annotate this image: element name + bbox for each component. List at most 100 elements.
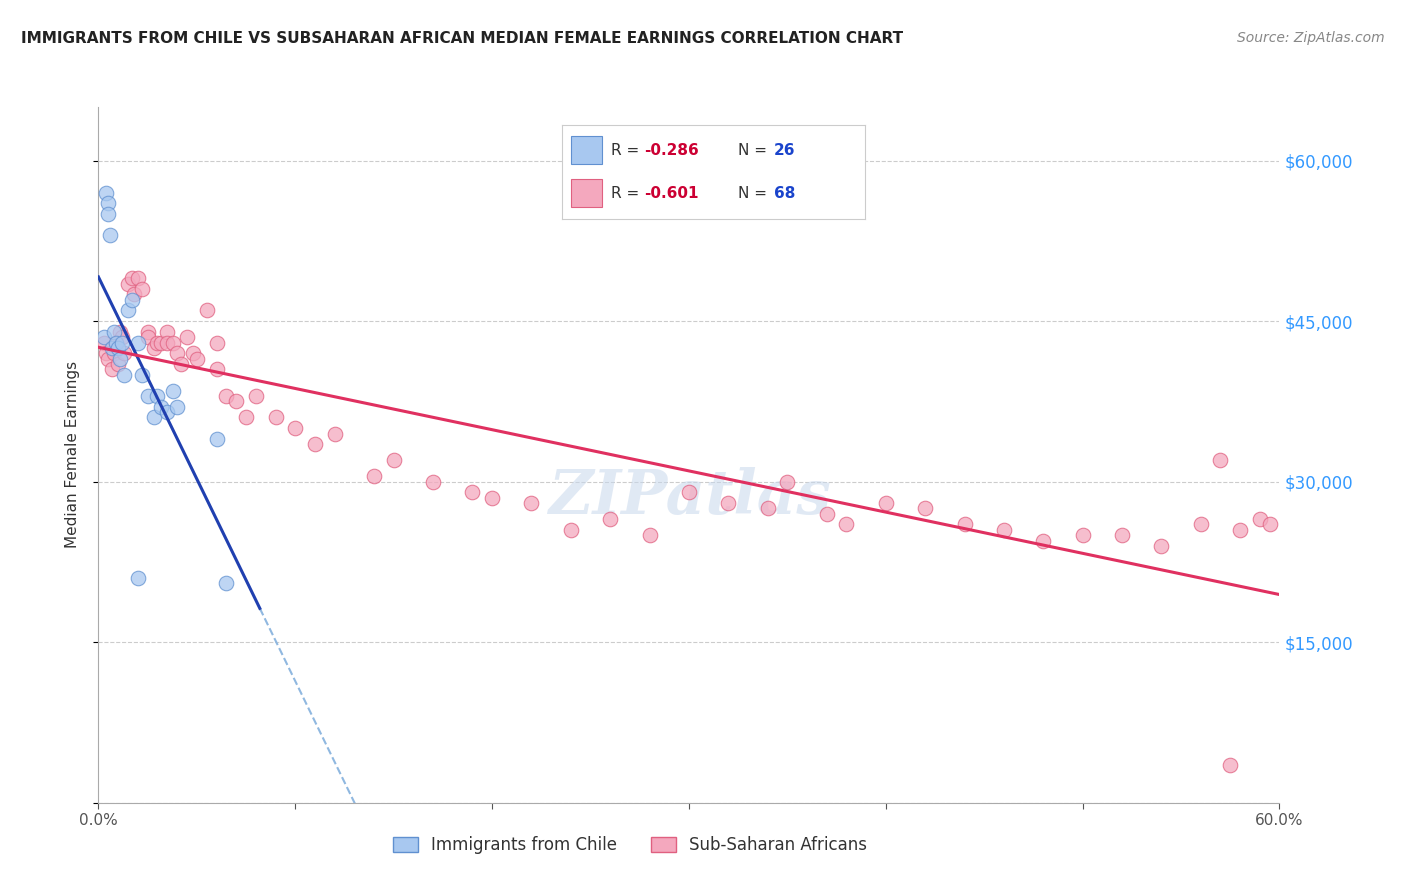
Point bbox=[264, 410, 287, 425]
Point bbox=[108, 325, 131, 339]
Point bbox=[105, 335, 128, 350]
Point bbox=[678, 485, 700, 500]
Point bbox=[382, 453, 405, 467]
Point bbox=[1229, 523, 1251, 537]
Point bbox=[1209, 453, 1232, 467]
Point bbox=[422, 475, 444, 489]
Text: IMMIGRANTS FROM CHILE VS SUBSAHARAN AFRICAN MEDIAN FEMALE EARNINGS CORRELATION C: IMMIGRANTS FROM CHILE VS SUBSAHARAN AFRI… bbox=[21, 31, 903, 46]
Point bbox=[815, 507, 838, 521]
Text: R =: R = bbox=[610, 143, 644, 158]
Point bbox=[776, 475, 799, 489]
Point bbox=[146, 335, 169, 350]
Point bbox=[215, 389, 238, 403]
Point bbox=[121, 271, 143, 285]
Point bbox=[717, 496, 740, 510]
Point bbox=[1249, 512, 1271, 526]
Point bbox=[131, 368, 153, 382]
Point bbox=[108, 351, 131, 366]
Point bbox=[195, 303, 218, 318]
Text: N =: N = bbox=[738, 143, 772, 158]
Point bbox=[127, 571, 149, 585]
Text: -0.286: -0.286 bbox=[644, 143, 699, 158]
Point bbox=[205, 362, 228, 376]
Point bbox=[1111, 528, 1133, 542]
Text: Source: ZipAtlas.com: Source: ZipAtlas.com bbox=[1237, 31, 1385, 45]
Text: R =: R = bbox=[610, 186, 644, 201]
Point bbox=[1189, 517, 1212, 532]
Point bbox=[122, 287, 145, 301]
Point bbox=[156, 325, 179, 339]
Point bbox=[914, 501, 936, 516]
Point bbox=[461, 485, 484, 500]
Point bbox=[245, 389, 267, 403]
Point bbox=[142, 410, 165, 425]
Text: N =: N = bbox=[738, 186, 772, 201]
Point bbox=[131, 282, 153, 296]
Point bbox=[162, 335, 184, 350]
Legend: Immigrants from Chile, Sub-Saharan Africans: Immigrants from Chile, Sub-Saharan Afric… bbox=[387, 830, 873, 861]
Point bbox=[205, 432, 228, 446]
Point bbox=[117, 303, 139, 318]
Text: 26: 26 bbox=[773, 143, 796, 158]
Point bbox=[181, 346, 204, 360]
Point bbox=[107, 357, 129, 371]
Point bbox=[121, 293, 143, 307]
Point bbox=[520, 496, 543, 510]
Point bbox=[112, 346, 135, 360]
Point bbox=[993, 523, 1015, 537]
Point bbox=[1219, 758, 1241, 772]
Point bbox=[953, 517, 976, 532]
Point bbox=[136, 389, 159, 403]
Point bbox=[142, 341, 165, 355]
Point bbox=[638, 528, 661, 542]
Point bbox=[117, 277, 139, 291]
Point bbox=[105, 335, 128, 350]
Point bbox=[136, 330, 159, 344]
Point bbox=[111, 335, 134, 350]
Point bbox=[103, 346, 125, 360]
Point bbox=[162, 384, 184, 398]
Bar bbox=[571, 179, 602, 207]
Point bbox=[97, 351, 120, 366]
Point bbox=[93, 335, 115, 350]
Point bbox=[150, 400, 173, 414]
Text: -0.601: -0.601 bbox=[644, 186, 699, 201]
Point bbox=[215, 576, 238, 591]
Point bbox=[304, 437, 326, 451]
Point bbox=[127, 335, 149, 350]
Point bbox=[97, 196, 120, 211]
Point bbox=[96, 186, 118, 200]
Point bbox=[127, 271, 149, 285]
Text: ZIPatlas: ZIPatlas bbox=[547, 467, 831, 526]
Point bbox=[107, 341, 129, 355]
Point bbox=[166, 346, 188, 360]
Text: 68: 68 bbox=[773, 186, 796, 201]
Y-axis label: Median Female Earnings: Median Female Earnings bbox=[65, 361, 80, 549]
Point bbox=[103, 325, 125, 339]
Point bbox=[599, 512, 621, 526]
Point bbox=[560, 523, 582, 537]
Bar bbox=[571, 136, 602, 164]
Point bbox=[101, 341, 124, 355]
Point bbox=[1032, 533, 1054, 548]
Point bbox=[146, 389, 169, 403]
Point bbox=[176, 330, 198, 344]
Point bbox=[1258, 517, 1281, 532]
Point bbox=[112, 368, 135, 382]
Point bbox=[166, 400, 188, 414]
Point bbox=[150, 335, 173, 350]
Point bbox=[170, 357, 193, 371]
Point bbox=[481, 491, 503, 505]
Point bbox=[96, 346, 118, 360]
Point bbox=[111, 330, 134, 344]
Point bbox=[101, 362, 124, 376]
Point bbox=[1071, 528, 1094, 542]
Point bbox=[156, 405, 179, 419]
Point bbox=[363, 469, 385, 483]
Point bbox=[284, 421, 307, 435]
Point bbox=[93, 330, 115, 344]
Point bbox=[225, 394, 247, 409]
Point bbox=[186, 351, 208, 366]
Point bbox=[756, 501, 779, 516]
Point bbox=[97, 207, 120, 221]
